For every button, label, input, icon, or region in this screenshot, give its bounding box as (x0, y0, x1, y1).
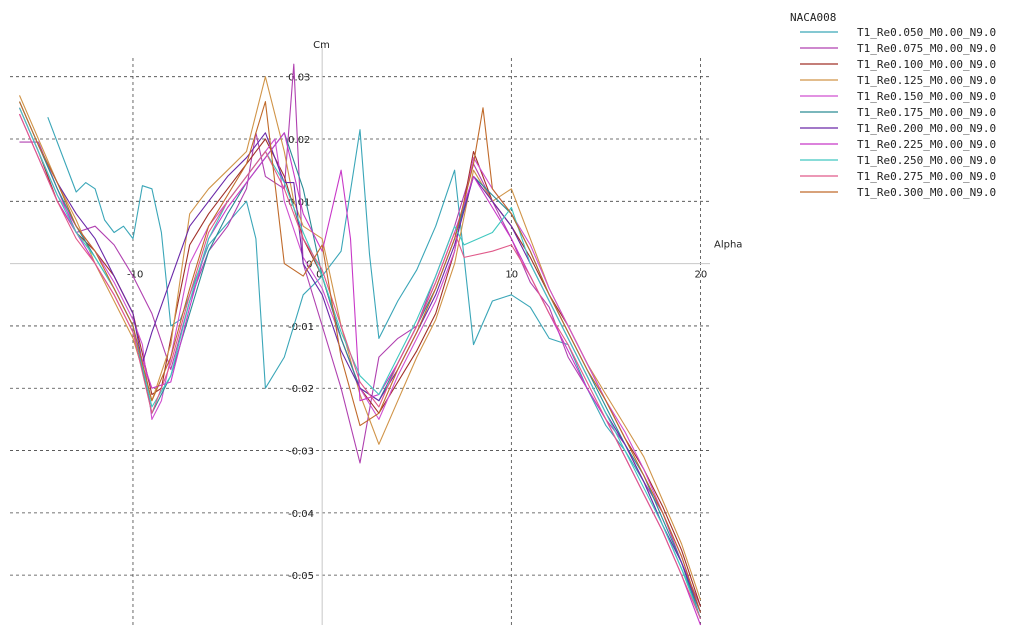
legend-entry: T1_Re0.200_M0.00_N9.0 (857, 122, 996, 135)
x-tick-label: -10 (127, 270, 143, 281)
legend-entry: T1_Re0.150_M0.00_N9.0 (857, 90, 996, 103)
x-tick-label: 0 (316, 270, 322, 281)
series-line-4 (18, 76, 702, 601)
series-line-8 (18, 113, 702, 626)
series-line-3 (18, 107, 702, 607)
legend-title: NACA008 (790, 11, 836, 24)
x-tick-label: 10 (505, 270, 518, 281)
legend-entry: T1_Re0.175_M0.00_N9.0 (857, 106, 996, 119)
y-tick-label: 0.03 (288, 73, 310, 84)
series-line-5 (18, 107, 702, 613)
series-line-11 (18, 101, 702, 613)
y-tick-label: 0.02 (288, 135, 310, 146)
y-axis-label: Cm (313, 40, 330, 51)
series-line-10 (18, 113, 702, 620)
y-tick-label: -0.04 (288, 509, 314, 520)
legend-entry: T1_Re0.300_M0.00_N9.0 (857, 186, 996, 199)
series-line-9 (18, 107, 702, 619)
legend-entry: T1_Re0.275_M0.00_N9.0 (857, 170, 996, 183)
legend-entry: T1_Re0.100_M0.00_N9.0 (857, 58, 996, 71)
y-tick-label: 0.01 (288, 197, 310, 208)
series-line-1 (47, 117, 702, 613)
y-tick-label: -0.05 (288, 571, 314, 582)
axes (10, 46, 710, 625)
series-line-2 (19, 63, 702, 607)
x-tick-label: 20 (695, 270, 708, 281)
legend-entry: T1_Re0.075_M0.00_N9.0 (857, 42, 996, 55)
x-axis-label: Alpha (714, 240, 742, 251)
legend-entry: T1_Re0.125_M0.00_N9.0 (857, 74, 996, 87)
legend-entry: T1_Re0.250_M0.00_N9.0 (857, 154, 996, 167)
series-lines (18, 63, 702, 626)
y-tick-label: -0.01 (288, 322, 314, 333)
legend-entry: T1_Re0.225_M0.00_N9.0 (857, 138, 996, 151)
grid (10, 58, 710, 625)
legend: NACA008 T1_Re0.050_M0.00_N9.0 T1_Re0.075_… (790, 11, 996, 199)
series-line-6 (18, 101, 702, 619)
tick-labels: 0.03 0.02 0.01 0 -0.01 -0.02 -0.03 -0.04 -0.05 -1… (127, 73, 707, 582)
legend-entry: T1_Re0.050_M0.00_N9.0 (857, 26, 996, 39)
series-line-7 (37, 132, 702, 613)
y-tick-label: -0.02 (288, 384, 314, 395)
y-tick-label: -0.03 (288, 447, 314, 458)
